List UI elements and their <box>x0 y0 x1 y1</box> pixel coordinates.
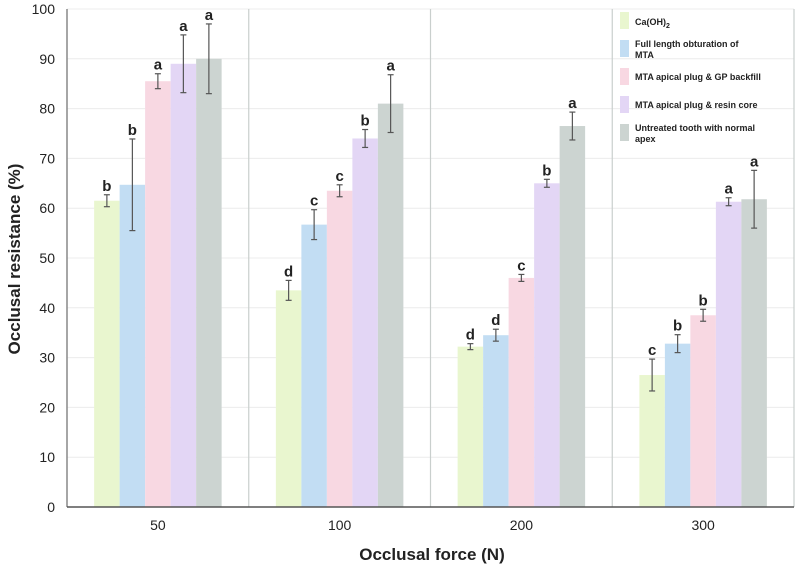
significance-letter: a <box>205 7 214 24</box>
x-tick-label: 100 <box>328 517 352 533</box>
bar <box>639 375 665 507</box>
axes <box>66 9 794 508</box>
bar <box>145 81 171 508</box>
bar <box>301 224 327 507</box>
y-tick-label: 20 <box>39 399 55 415</box>
y-tick-label: 60 <box>39 200 55 216</box>
y-tick-label: 90 <box>39 51 55 67</box>
significance-letter: a <box>154 57 163 74</box>
bar <box>119 184 146 507</box>
significance-letter: b <box>542 162 551 179</box>
significance-letter: a <box>179 18 188 35</box>
significance-letter: c <box>335 168 343 185</box>
x-tick-label: 50 <box>150 517 166 533</box>
bar <box>196 58 222 508</box>
y-tick-label: 10 <box>39 449 55 465</box>
bar <box>664 343 691 507</box>
significance-letter: d <box>491 312 500 329</box>
bar <box>352 138 378 508</box>
significance-letter: b <box>699 292 708 309</box>
bar <box>715 201 742 507</box>
legend-label: apex <box>635 134 656 144</box>
bar-marks <box>94 58 767 508</box>
significance-letter: d <box>284 263 293 280</box>
significance-letter: a <box>750 153 759 170</box>
significance-letter: c <box>310 193 318 210</box>
bar <box>377 103 404 508</box>
x-tick-labels: 50 100 200 300 <box>150 517 715 533</box>
y-tick-label: 70 <box>39 150 55 166</box>
legend-label: Full length obturation of <box>635 39 739 49</box>
legend-swatch <box>620 12 629 29</box>
significance-letter: b <box>361 113 370 130</box>
bar <box>170 63 197 507</box>
group-separators <box>248 9 795 507</box>
bar <box>508 277 535 507</box>
bar <box>559 126 586 507</box>
significance-letter: c <box>648 342 656 359</box>
legend-label: MTA apical plug & resin core <box>635 100 758 110</box>
significance-letter: a <box>386 58 395 75</box>
legend-label: MTA apical plug & GP backfill <box>635 72 761 82</box>
significance-letter: a <box>724 181 733 198</box>
significance-letter: b <box>673 318 682 335</box>
y-tick-label: 80 <box>39 101 55 117</box>
significance-letter: b <box>128 122 137 139</box>
y-tick-label: 40 <box>39 300 55 316</box>
bar <box>741 199 767 507</box>
bar <box>94 200 120 508</box>
error-bars <box>103 23 758 392</box>
bar <box>690 315 716 507</box>
y-tick-label: 50 <box>39 250 55 266</box>
significance-letter: a <box>568 95 577 112</box>
legend-label: Ca(OH)2 <box>635 17 670 30</box>
y-tick-label: 30 <box>39 350 55 366</box>
bar <box>457 346 484 507</box>
x-axis-title: Occlusal force (N) <box>359 545 505 564</box>
bar <box>534 183 560 508</box>
y-tick-labels: 0 10 20 30 40 50 60 70 80 90 100 <box>32 1 56 515</box>
y-tick-label: 100 <box>32 1 56 17</box>
legend-swatch <box>620 124 629 141</box>
significance-letter: d <box>466 327 475 344</box>
legend-label: Untreated tooth with normal <box>635 123 755 133</box>
y-tick-label: 0 <box>47 499 55 515</box>
x-tick-label: 300 <box>691 517 715 533</box>
significance-letter: b <box>102 178 111 195</box>
bar <box>275 290 302 507</box>
legend-swatch <box>620 68 629 85</box>
bar <box>483 335 509 507</box>
y-axis-title: Occlusal resistance (%) <box>5 164 24 355</box>
legend-swatch <box>620 40 629 57</box>
bar <box>326 190 353 507</box>
legend-swatch <box>620 96 629 113</box>
x-tick-label: 200 <box>510 517 534 533</box>
legend-label: MTA <box>635 50 654 60</box>
significance-letter: c <box>517 257 525 274</box>
